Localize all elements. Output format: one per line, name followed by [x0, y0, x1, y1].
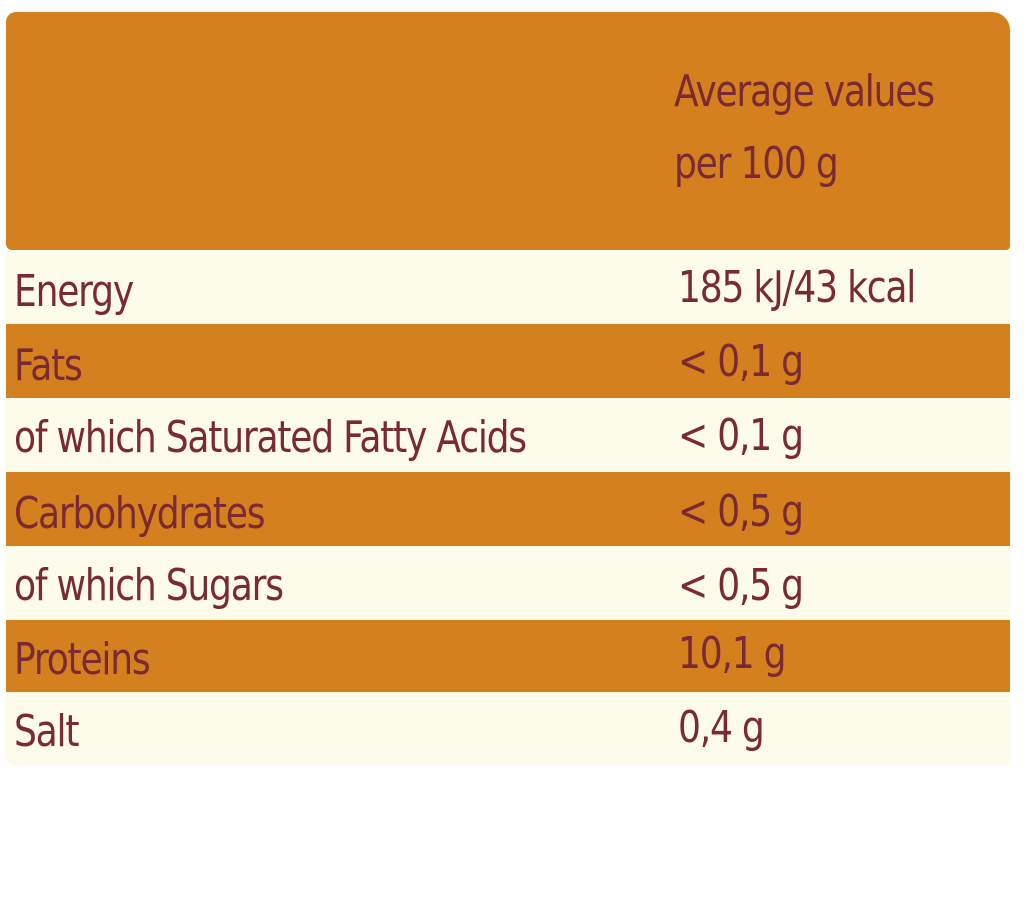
row-salt [6, 692, 1010, 766]
nutrient-value-salt: 0,4 g [678, 702, 765, 753]
nutrient-value-carbohydrates: < 0,5 g [678, 486, 804, 537]
nutrient-name-energy: Energy [14, 266, 134, 317]
nutrient-value-sugars: < 0,5 g [678, 560, 804, 611]
nutrient-name-fats: Fats [14, 340, 83, 391]
nutrient-name-salt: Salt [14, 706, 80, 757]
row-saturated-fatty-acids [6, 398, 1010, 472]
nutrient-value-energy: 185 kJ/43 kcal [678, 262, 916, 313]
row-proteins [6, 620, 1010, 692]
nutrient-value-proteins: 10,1 g [678, 628, 787, 679]
nutrient-value-fats: < 0,1 g [678, 336, 804, 387]
nutrient-name-carbohydrates: Carbohydrates [14, 488, 266, 539]
row-sugars [6, 546, 1010, 620]
row-fats [6, 324, 1010, 398]
header-line-1: Average values [674, 66, 935, 117]
nutrient-name-proteins: Proteins [14, 634, 151, 685]
header-band [6, 12, 1010, 250]
row-carbohydrates [6, 472, 1010, 546]
header-line-2: per 100 g [674, 138, 839, 189]
nutrient-name-sugars: of which Sugars [14, 560, 284, 611]
nutrient-name-saturated-fatty-acids: of which Saturated Fatty Acids [14, 412, 527, 463]
row-energy [6, 250, 1010, 324]
nutrient-value-saturated-fatty-acids: < 0,1 g [678, 410, 804, 461]
